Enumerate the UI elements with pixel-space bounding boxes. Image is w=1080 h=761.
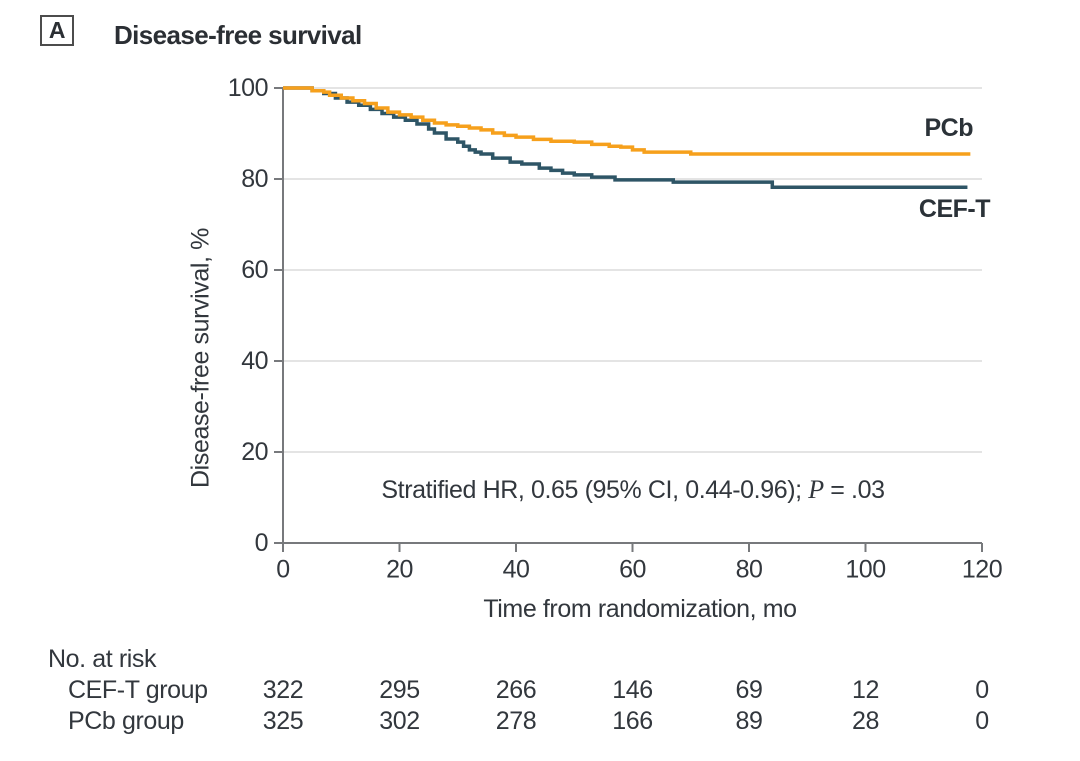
- x-tick-label-120: 120: [962, 556, 1002, 584]
- risk-count-pcb-t0: 325: [262, 707, 304, 735]
- survival-curve-pcb: [283, 86, 971, 156]
- risk-count-pcb-t100: 28: [851, 707, 880, 735]
- hr-annotation-suffix: = .03: [823, 476, 885, 504]
- survival-plot: 0 20 40 60 80 100 0 20 40 60 80 100 120: [228, 74, 1003, 584]
- risk-count-cef-t-t120: 0: [975, 676, 989, 704]
- x-tick-label-60: 60: [619, 556, 646, 584]
- x-tick-label-40: 40: [503, 556, 530, 584]
- risk-count-cef-t-t60: 146: [612, 676, 653, 704]
- risk-count-cef-t-t0: 322: [262, 676, 304, 704]
- x-tick-label-0: 0: [276, 556, 289, 584]
- hr-annotation: Stratified HR, 0.65 (95% CI, 0.44-0.96);…: [381, 475, 885, 505]
- panel-label: A: [48, 17, 66, 43]
- survival-curve-cef-t: [283, 86, 968, 189]
- hr-annotation-prefix: Stratified HR, 0.65 (95% CI, 0.44-0.96);: [381, 476, 809, 504]
- risk-count-pcb-t60: 166: [612, 707, 653, 735]
- y-tick-label-0: 0: [255, 529, 268, 557]
- y-tick-label-60: 60: [241, 256, 268, 284]
- x-tick-label-100: 100: [845, 556, 885, 584]
- risk-table-title: No. at risk: [48, 645, 157, 673]
- risk-count-cef-t-t100: 12: [851, 676, 880, 704]
- risk-count-pcb-t120: 0: [975, 707, 989, 735]
- y-tick-label-100: 100: [228, 74, 268, 102]
- curve-label-pcb: PCb: [924, 114, 974, 142]
- hr-annotation-p: P: [808, 475, 824, 504]
- risk-row-label-ceft: CEF-T group: [68, 676, 208, 704]
- risk-count-cef-t-t80: 69: [735, 676, 763, 704]
- x-axis-title: Time from randomization, mo: [483, 595, 797, 623]
- panel-title: Disease-free survival: [114, 20, 362, 50]
- y-axis-title: Disease-free survival, %: [186, 228, 215, 488]
- risk-count-pcb-t80: 89: [735, 707, 763, 735]
- y-tick-label-80: 80: [241, 165, 268, 193]
- risk-count-pcb-t40: 278: [495, 707, 537, 735]
- x-tick-label-20: 20: [386, 556, 413, 584]
- panel-label-box: A: [40, 15, 74, 46]
- y-tick-label-20: 20: [241, 438, 268, 466]
- risk-count-pcb-t20: 302: [379, 707, 420, 735]
- x-tick-label-80: 80: [736, 556, 763, 584]
- risk-count-cef-t-t20: 295: [379, 676, 420, 704]
- y-tick-label-40: 40: [241, 347, 268, 375]
- risk-count-cef-t-t40: 266: [495, 676, 537, 704]
- curve-label-ceft: CEF-T: [918, 195, 991, 223]
- risk-row-label-pcb: PCb group: [68, 707, 184, 735]
